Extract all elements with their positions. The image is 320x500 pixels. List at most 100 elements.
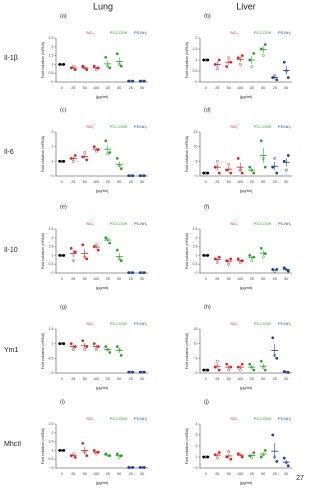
panel-label: (f): [204, 204, 209, 210]
data-point: [217, 255, 221, 259]
legend-label: PS-NH₂: [278, 222, 292, 226]
x-tick-label: 0: [61, 180, 63, 184]
x-tick-label: 50: [261, 377, 265, 381]
legend-label: PS-COOH: [110, 417, 128, 421]
x-tick-label: 50: [140, 180, 144, 184]
data-point: [248, 362, 252, 366]
x-tick-label: 25: [215, 180, 219, 184]
data-point: [108, 151, 112, 154]
legend-label: PS-COOH: [254, 31, 272, 35]
x-tick-label: 0: [205, 86, 207, 90]
x-tick-label: 50: [284, 377, 288, 381]
x-tick-label: 50: [117, 472, 121, 476]
x-tick-label: 0: [205, 277, 207, 281]
y-tick-label: 5: [196, 356, 198, 360]
data-point: [92, 342, 96, 346]
data-point: [238, 368, 242, 372]
x-tick-label: 50: [140, 86, 144, 90]
x-axis-label: (μg/ml): [240, 285, 253, 290]
y-tick-label: 2: [196, 36, 198, 40]
data-point: [119, 353, 123, 357]
data-point: [83, 348, 87, 351]
y-tick-label: 0: [196, 271, 198, 275]
x-tick-label: 50: [261, 472, 265, 476]
x-tick-label: 100: [93, 180, 99, 184]
legend-label: SiO₂: [230, 322, 238, 326]
data-point: [229, 171, 233, 175]
x-axis-label: (μg/ml): [240, 94, 253, 99]
y-tick-label: 2.5: [49, 36, 54, 40]
data-point: [275, 171, 279, 175]
x-tick-label: 100: [93, 377, 99, 381]
legend-label: PS-NH₂: [278, 31, 292, 35]
x-tick-label: 50: [227, 472, 231, 476]
x-tick-label: 50: [261, 277, 265, 281]
data-point: [286, 154, 290, 157]
y-axis-label: Fold induction (mRNA): [185, 428, 189, 464]
legend-label: PS-COOH: [110, 125, 128, 129]
y-tick-label: 0: [52, 271, 54, 275]
data-point: [225, 65, 229, 69]
data-point: [259, 359, 263, 363]
data-point: [259, 455, 263, 459]
row-label: Ym1: [4, 347, 19, 354]
y-tick-label: 10: [194, 145, 198, 149]
legend-label: PS-NH₂: [134, 31, 148, 35]
data-point: [261, 54, 265, 58]
y-tick-label: 0.5: [193, 262, 198, 266]
y-tick-label: 1.5: [193, 245, 198, 249]
y-axis-label: Fold induction (mRNA): [185, 233, 189, 269]
data-point: [282, 60, 286, 64]
data-point: [271, 336, 275, 340]
panel-label: (b): [204, 13, 211, 19]
y-tick-label: 1.5: [49, 54, 54, 58]
data-point: [240, 362, 244, 366]
x-tick-label: 25: [106, 86, 110, 90]
data-point: [227, 162, 231, 166]
y-tick-label: 0: [196, 466, 198, 470]
y-tick-label: 1: [52, 342, 54, 346]
legend-label: PS-NH₂: [134, 417, 148, 421]
x-tick-label: 25: [215, 277, 219, 281]
data-point: [92, 145, 96, 149]
x-tick-label: 25: [215, 377, 219, 381]
x-tick-label: 50: [284, 180, 288, 184]
data-point: [104, 139, 108, 143]
y-tick-label: 1.5: [193, 47, 198, 51]
legend-label: SiO₂: [230, 31, 238, 35]
x-tick-label: 100: [237, 472, 243, 476]
y-tick-label: 1.5: [49, 327, 54, 331]
y-tick-label: 1: [196, 58, 198, 62]
data-point: [115, 52, 119, 56]
y-tick-label: 1.5: [49, 440, 54, 444]
data-point: [83, 151, 87, 154]
data-point: [215, 159, 219, 163]
y-tick-label: 3: [52, 130, 54, 134]
data-point: [69, 342, 73, 346]
y-axis-label: Fold induction (mRNA): [41, 428, 45, 464]
x-tick-label: 50: [284, 86, 288, 90]
x-tick-label: 50: [83, 180, 87, 184]
y-tick-label: 2: [52, 145, 54, 149]
x-tick-label: 25: [71, 377, 75, 381]
y-tick-label: 2: [52, 236, 54, 240]
data-point: [240, 171, 244, 175]
x-tick-label: 25: [129, 180, 133, 184]
data-point: [73, 68, 77, 72]
legend-label: PS-NH₂: [278, 322, 292, 326]
data-point: [252, 51, 256, 55]
data-point: [252, 171, 256, 175]
x-tick-label: 0: [205, 180, 207, 184]
x-tick-label: 0: [61, 86, 63, 90]
data-point: [263, 448, 267, 452]
legend-label: SiO₂: [86, 322, 94, 326]
row-label: Il-6: [4, 149, 14, 156]
data-point: [73, 154, 77, 157]
x-tick-label: 25: [106, 377, 110, 381]
data-point: [271, 433, 275, 437]
legend-label: PS-NH₂: [278, 417, 292, 421]
x-tick-label: 25: [250, 180, 254, 184]
data-point: [119, 167, 123, 171]
data-point: [275, 459, 279, 463]
page-number: 27: [296, 475, 304, 482]
